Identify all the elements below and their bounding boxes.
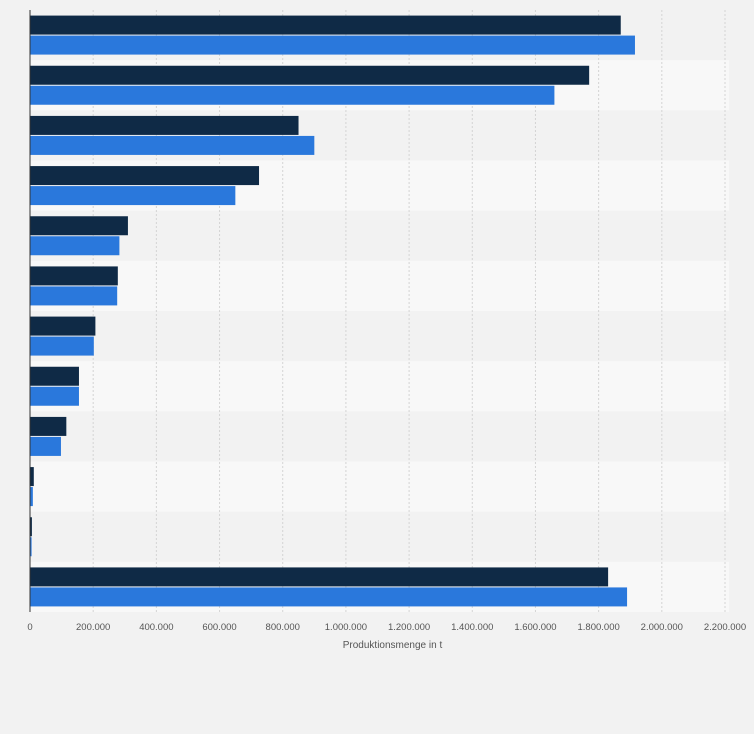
row-band [30,411,729,462]
x-tick-label: 1.800.000 [578,622,620,633]
grid-lines [92,10,726,612]
bar [30,567,609,587]
x-tick-label: 1.200.000 [388,622,430,633]
bar [30,186,236,206]
x-tick-label: 2.200.000 [704,622,746,633]
bar [30,135,315,155]
bar [30,266,118,286]
x-tick-label: 2.000.000 [641,622,683,633]
bar [30,115,299,135]
x-axis-ticks: 0 200.000 400.000 600.000 800.000 1.000.000 1.… [27,622,746,633]
bar [30,65,590,85]
x-tick-label: 1.000.000 [325,622,367,633]
bar [30,436,61,456]
row-band [30,260,729,311]
bar [30,35,635,55]
x-tick-label: 800.000 [266,622,300,633]
bar [30,166,260,186]
bar [30,416,67,436]
bar [30,286,118,306]
bar [30,85,555,105]
x-tick-label: 0 [27,622,32,633]
bar [30,487,33,507]
x-tick-label: 600.000 [202,622,236,633]
bar [30,537,32,557]
x-axis-title: Produktionsmenge in t [343,640,443,651]
bar [30,517,32,537]
bars [30,15,635,607]
bar [30,216,128,236]
bar [30,386,79,406]
x-tick-label: 400.000 [139,622,173,633]
row-band [30,461,729,512]
bar [30,366,79,386]
row-band [30,311,729,362]
x-tick-label: 200.000 [76,622,110,633]
bar [30,316,96,336]
x-tick-label: 1.400.000 [451,622,493,633]
x-tick-label: 1.600.000 [514,622,556,633]
row-band [30,511,729,562]
row-band [30,361,729,412]
bar [30,467,34,487]
bar [30,236,120,256]
bar [30,15,621,35]
row-bands [30,10,729,612]
row-band [30,210,729,261]
bar [30,336,94,356]
bar [30,587,628,607]
